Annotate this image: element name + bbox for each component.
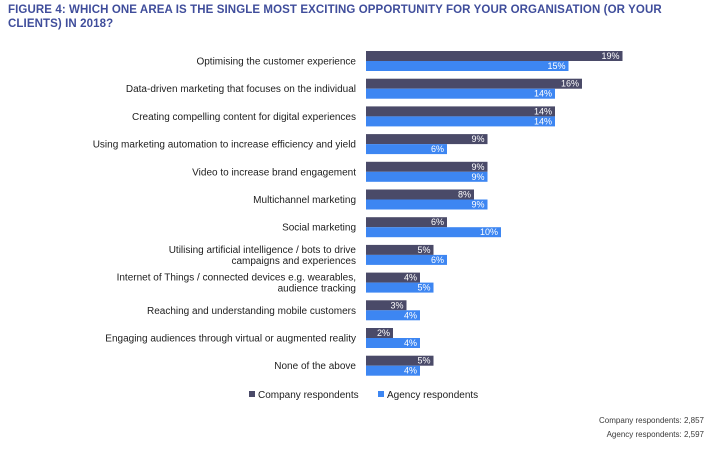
agency-respondents-footnote: Agency respondents: 2,597 [606, 430, 704, 439]
category-label-3: Using marketing automation to increase e… [93, 140, 356, 151]
chart-title: FIGURE 4: WHICH ONE AREA IS THE SINGLE M… [8, 4, 662, 30]
agency-bar-10 [366, 338, 420, 348]
agency-value-label-5: 9% [471, 200, 484, 210]
agency-bar-9 [366, 310, 420, 321]
company-value-label-9: 3% [390, 300, 403, 310]
company-value-label-3: 9% [471, 134, 484, 144]
agency-value-label-1: 14% [534, 89, 552, 99]
company-bar-10 [366, 328, 393, 338]
agency-bar-11 [366, 365, 420, 376]
category-label-8-line-0: Internet of Things / connected devices e… [117, 273, 356, 284]
agency-value-label-11: 4% [404, 366, 417, 376]
agency-legend-swatch [378, 391, 384, 397]
company-value-label-6: 6% [431, 217, 444, 227]
category-label-1: Data-driven marketing that focuses on th… [126, 84, 356, 95]
agency-bar-6 [366, 227, 501, 238]
agency-value-label-9: 4% [404, 310, 417, 320]
agency-bar-8 [366, 282, 434, 293]
category-label-9: Reaching and understanding mobile custom… [147, 306, 356, 317]
agency-bar-0 [366, 61, 569, 71]
company-value-label-2: 14% [534, 106, 552, 116]
company-respondents-footnote: Company respondents: 2,857 [599, 416, 704, 425]
category-label-7-line-0: Utilising artificial intelligence / bots… [169, 245, 357, 256]
company-bar-5 [366, 189, 474, 200]
agency-legend-label: Agency respondents [387, 390, 478, 401]
category-label-11: None of the above [274, 361, 356, 372]
company-legend-label: Company respondents [258, 390, 359, 401]
company-value-label-7: 5% [417, 245, 430, 255]
company-value-label-4: 9% [471, 162, 484, 172]
company-bar-0 [366, 51, 623, 61]
category-label-8-line-1: audience tracking [278, 284, 356, 295]
company-bar-2 [366, 106, 555, 117]
company-bar-3 [366, 134, 488, 145]
company-bar-9 [366, 300, 407, 311]
agency-value-label-10: 4% [404, 338, 417, 348]
category-label-4: Video to increase brand engagement [192, 167, 356, 178]
agency-value-label-8: 5% [417, 283, 430, 293]
agency-bar-2 [366, 116, 555, 127]
company-bar-7 [366, 244, 434, 255]
category-label-0: Optimising the customer experience [196, 57, 356, 68]
agency-value-label-3: 6% [431, 144, 444, 154]
company-value-label-11: 5% [417, 356, 430, 366]
company-value-label-5: 8% [458, 190, 471, 200]
company-value-label-10: 2% [377, 328, 390, 338]
company-bar-8 [366, 272, 420, 283]
category-label-5: Multichannel marketing [253, 195, 356, 206]
agency-value-label-4: 9% [471, 172, 484, 182]
agency-bar-1 [366, 88, 555, 99]
company-bar-4 [366, 161, 488, 172]
agency-bar-4 [366, 171, 488, 182]
company-bar-11 [366, 355, 434, 366]
company-value-label-8: 4% [404, 273, 417, 283]
company-legend-swatch [249, 391, 255, 397]
agency-value-label-2: 14% [534, 116, 552, 126]
agency-value-label-7: 6% [431, 255, 444, 265]
agency-bar-5 [366, 199, 488, 210]
category-label-7-line-1: campaigns and experiences [231, 256, 356, 267]
company-value-label-1: 16% [561, 79, 579, 89]
agency-value-label-6: 10% [480, 227, 498, 237]
agency-value-label-0: 15% [547, 61, 565, 71]
category-label-6: Social marketing [282, 223, 356, 234]
company-bar-1 [366, 78, 582, 89]
agency-bar-3 [366, 144, 447, 155]
company-value-label-0: 19% [601, 51, 619, 61]
category-label-2: Creating compelling content for digital … [132, 112, 356, 123]
category-label-10: Engaging audiences through virtual or au… [105, 334, 356, 345]
company-bar-6 [366, 217, 447, 228]
agency-bar-7 [366, 254, 447, 265]
